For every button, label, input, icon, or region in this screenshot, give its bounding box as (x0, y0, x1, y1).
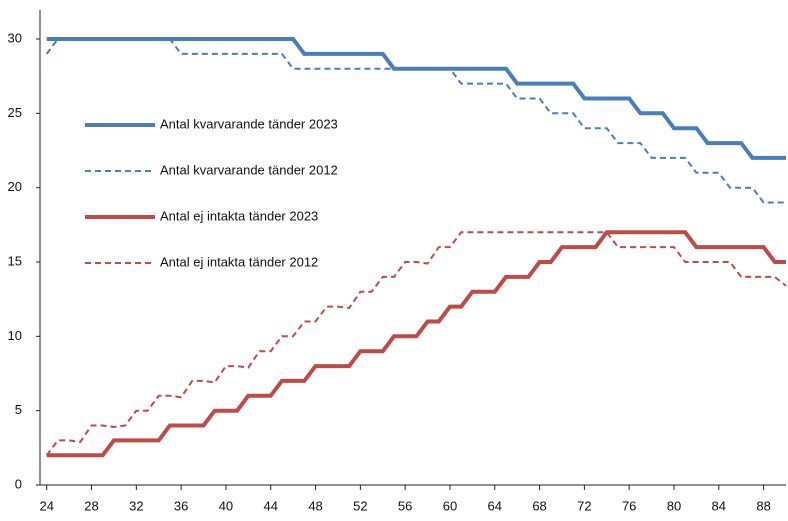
x-tick-label: 48 (308, 498, 322, 513)
series-line (46, 37, 786, 160)
x-tick-label: 44 (264, 498, 278, 513)
y-tick-label: 30 (8, 30, 22, 45)
x-tick-label: 52 (353, 498, 367, 513)
x-tick-label: 80 (667, 498, 681, 513)
legend-label: Antal ej intakta tänder 2023 (160, 208, 318, 223)
y-tick-label: 0 (15, 476, 22, 491)
x-tick-label: 76 (622, 498, 636, 513)
x-tick-label: 56 (398, 498, 412, 513)
y-tick-label: 15 (8, 253, 22, 268)
x-tick-label: 32 (129, 498, 143, 513)
x-tick-label: 88 (756, 498, 770, 513)
y-tick-label: 10 (8, 328, 22, 343)
x-tick-label: 84 (712, 498, 726, 513)
x-tick-label: 28 (84, 498, 98, 513)
x-tick-label: 72 (577, 498, 591, 513)
x-tick-label: 64 (488, 498, 502, 513)
x-tick-label: 24 (39, 498, 53, 513)
x-tick-label: 36 (174, 498, 188, 513)
series-line (45, 38, 786, 204)
y-tick-label: 20 (8, 179, 22, 194)
y-tick-label: 25 (8, 105, 22, 120)
legend-label: Antal kvarvarande tänder 2012 (160, 162, 338, 177)
x-tick-label: 40 (219, 498, 233, 513)
x-tick-label: 68 (532, 498, 546, 513)
x-tick-label: 60 (443, 498, 457, 513)
legend-label: Antal kvarvarande tänder 2023 (160, 116, 338, 131)
series-line (45, 231, 787, 456)
y-tick-label: 5 (15, 402, 22, 417)
series-line (46, 230, 786, 458)
legend-label: Antal ej intakta tänder 2012 (160, 254, 318, 269)
